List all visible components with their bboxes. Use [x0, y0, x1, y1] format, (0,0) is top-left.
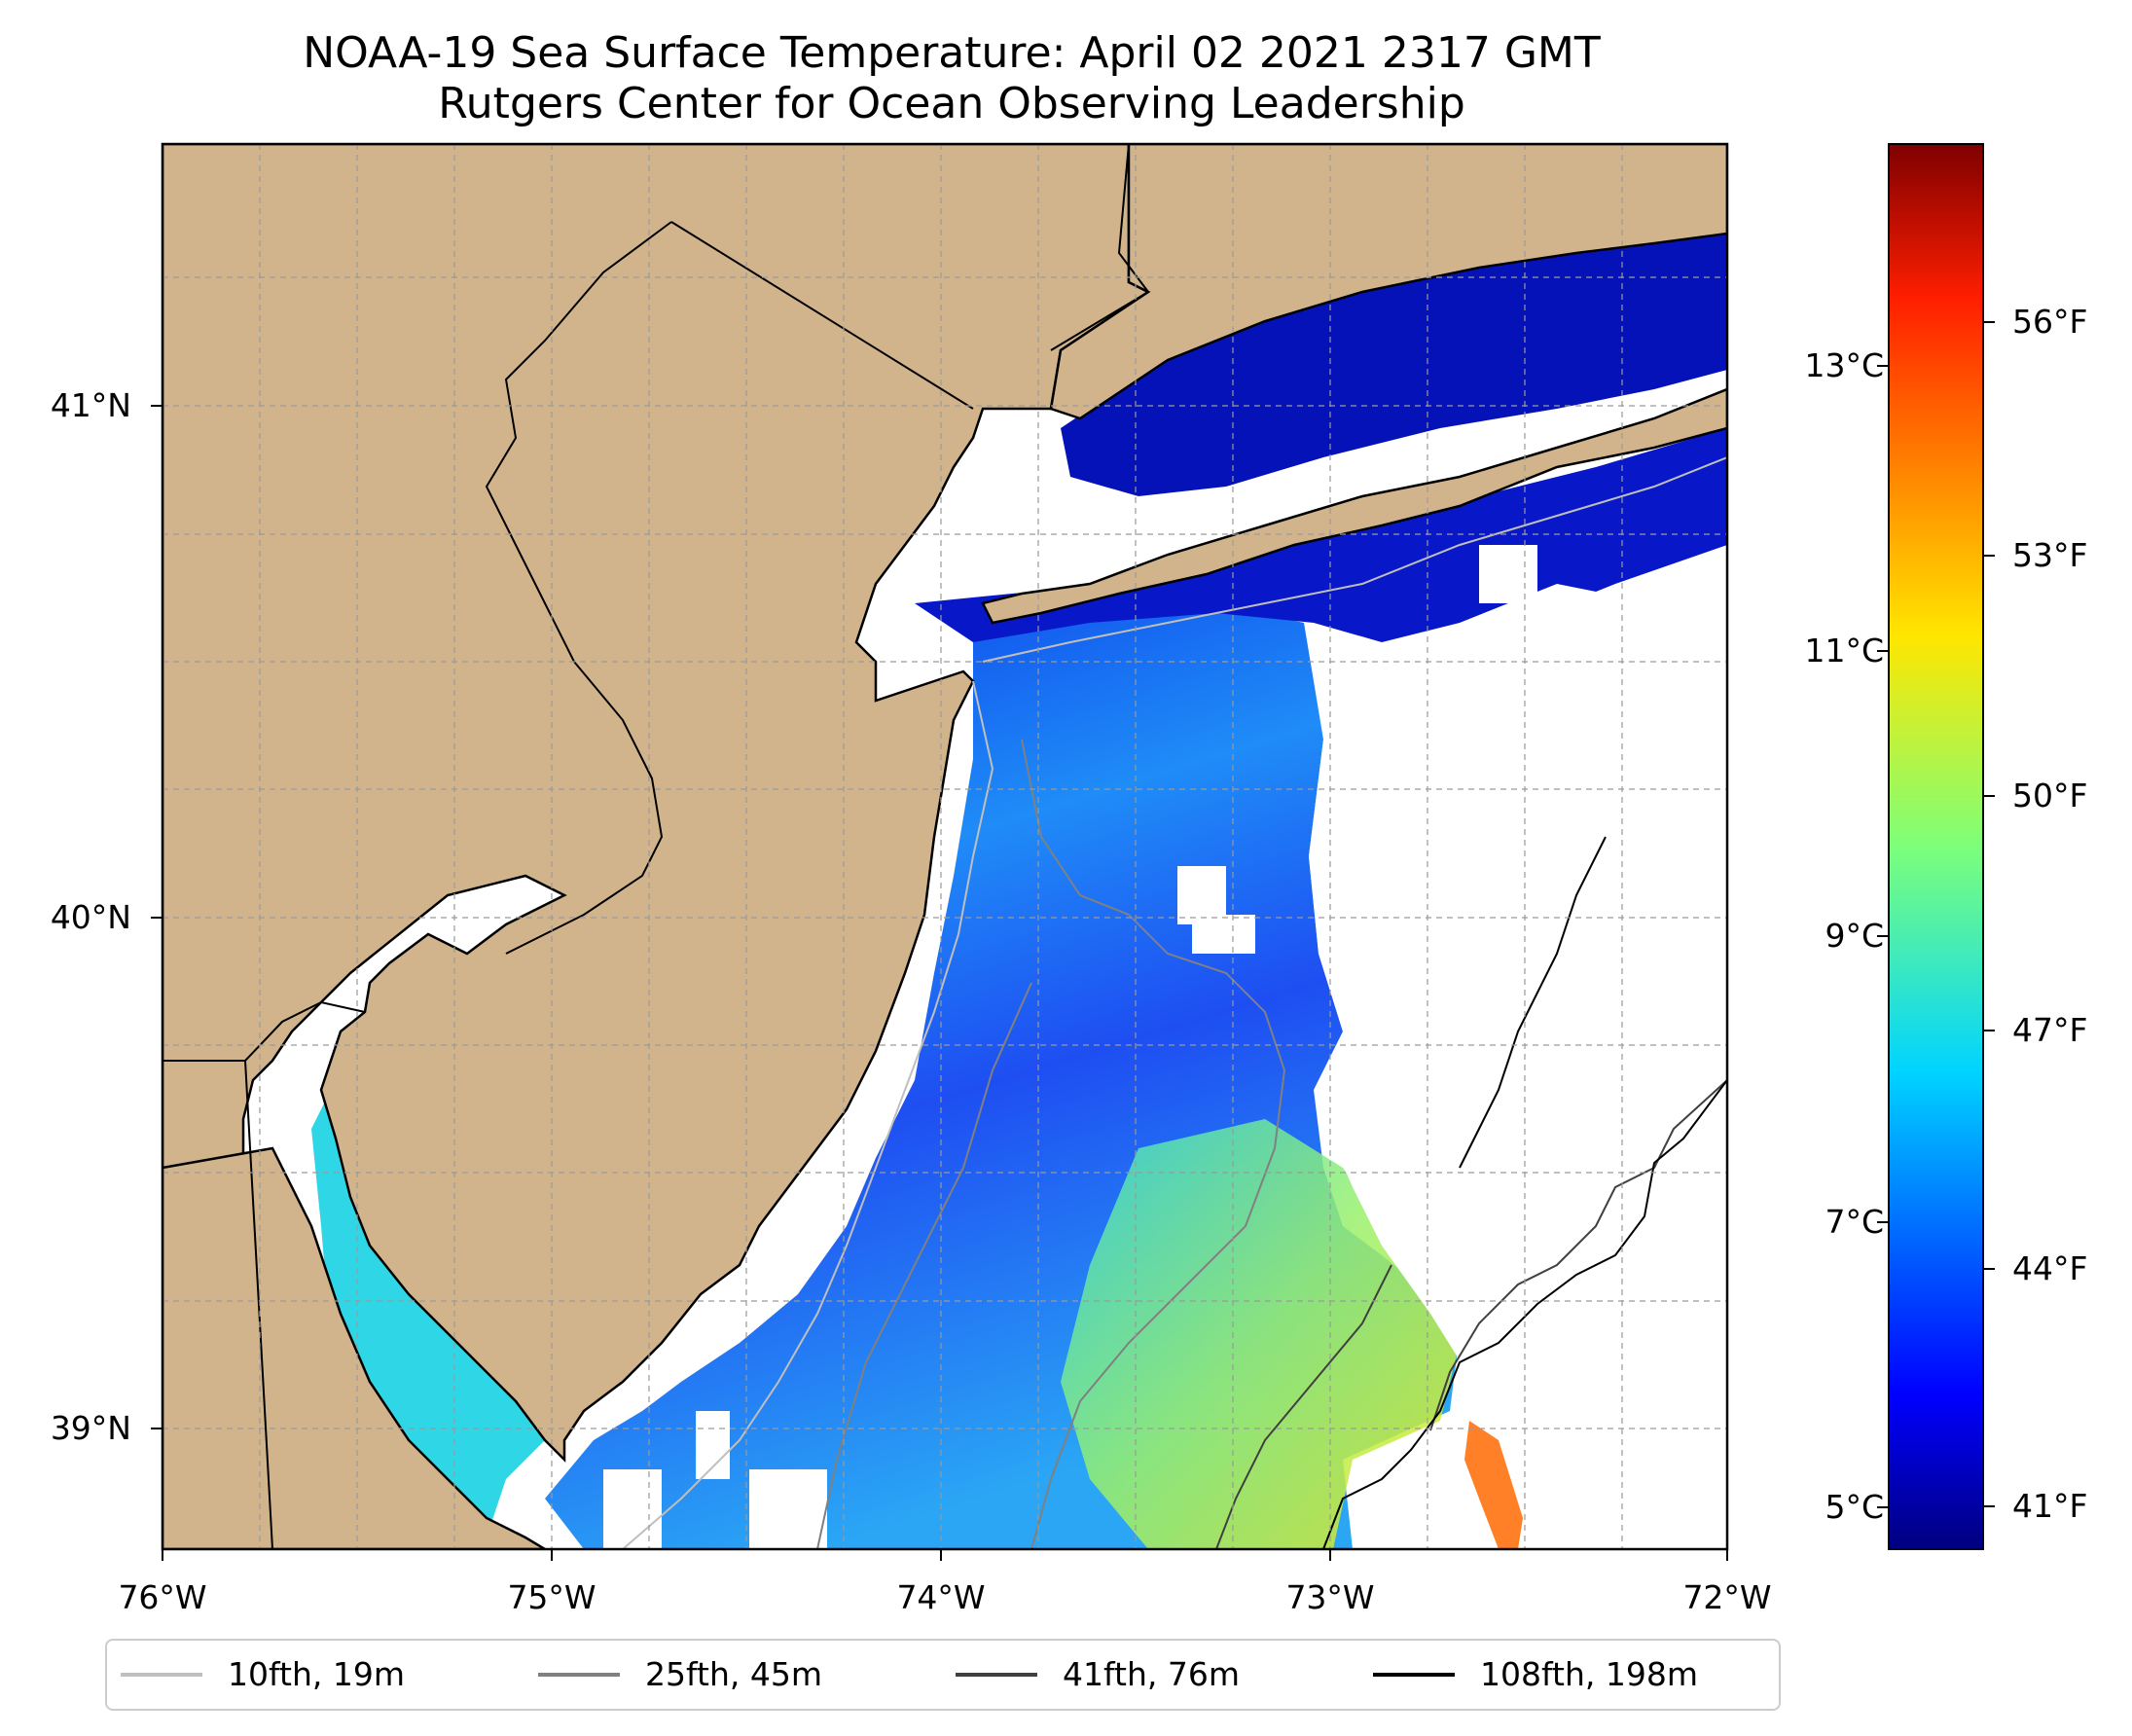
gridlines: [163, 144, 1727, 1549]
cloud-mask-6: [749, 1469, 827, 1549]
lon-tick-75: 75°W: [507, 1578, 596, 1616]
contour-legend: 10fth, 19m 25fth, 45m 41fth, 76m 108fth,…: [105, 1639, 1781, 1711]
colorbar-c-13: 13°C: [1804, 346, 1884, 384]
colorbar-f-56: 56°F: [2012, 303, 2088, 341]
legend-item-108fth: 108fth, 198m: [1373, 1641, 1698, 1709]
legend-swatch-108fth: [1373, 1673, 1455, 1677]
cloud-mask-7: [1479, 545, 1537, 603]
legend-swatch-25fth: [538, 1673, 620, 1677]
map-frame: [161, 142, 1729, 1551]
state-border-de-pa: [163, 1000, 366, 1062]
state-border-ny-ct: [1050, 144, 1150, 351]
land-long-island: [981, 387, 1727, 625]
legend-item-10fth: 10fth, 19m: [121, 1641, 405, 1709]
cloud-mask-2: [1192, 915, 1255, 954]
lon-tick-73: 73°W: [1285, 1578, 1375, 1616]
map-title: NOAA-19 Sea Surface Temperature: April 0…: [303, 28, 1601, 78]
contour-10fth-li: [982, 456, 1727, 663]
map-subtitle: Rutgers Center for Ocean Observing Leade…: [438, 79, 1465, 128]
colorbar-f-41: 41°F: [2012, 1487, 2088, 1525]
state-border-ny-nj: [670, 221, 974, 410]
colorbar: [1888, 143, 1984, 1550]
legend-swatch-41fth: [956, 1673, 1037, 1677]
legend-label-41fth: 41fth, 76m: [1063, 1655, 1240, 1693]
lat-tick-41: 41°N: [50, 386, 131, 424]
sst-warm-spot: [1464, 1421, 1523, 1549]
sst-warm-region: [1061, 1119, 1460, 1549]
contour-25fth-b: [816, 982, 1032, 1549]
legend-swatch-10fth: [121, 1673, 202, 1677]
colorbar-f-50: 50°F: [2012, 777, 2088, 814]
cloud-mask-3: [701, 1289, 740, 1338]
colorbar-c-11: 11°C: [1804, 632, 1884, 669]
land-new-england: [1049, 144, 1727, 420]
colorbar-f-44: 44°F: [2012, 1249, 2088, 1287]
colorbar-f-47: 47°F: [2012, 1011, 2088, 1049]
contour-41fth-b: [1429, 1079, 1727, 1431]
legend-label-10fth: 10fth, 19m: [228, 1655, 405, 1693]
colorbar-f-53: 53°F: [2012, 536, 2088, 574]
contour-108fth: [1322, 1079, 1727, 1549]
state-border-pa-nj: [485, 221, 672, 955]
lat-tick-39: 39°N: [50, 1409, 131, 1447]
colorbar-c-7: 7°C: [1825, 1203, 1884, 1241]
cloud-mask-east: [1309, 545, 1727, 1549]
axis-ticks: [151, 405, 1728, 1561]
lon-tick-72: 72°W: [1682, 1578, 1772, 1616]
contour-25fth: [1021, 739, 1286, 1549]
lat-tick-40: 40°N: [50, 898, 131, 936]
colorbar-ticks: [1877, 321, 1995, 1508]
land-mainland: [163, 144, 1151, 1549]
cloud-mask-5: [603, 1469, 662, 1549]
colorbar-c-5: 5°C: [1825, 1488, 1884, 1526]
lon-tick-76: 76°W: [118, 1578, 207, 1616]
contour-108fth-b: [1459, 836, 1607, 1169]
contour-10fth: [622, 680, 994, 1549]
cloud-mask-4: [696, 1411, 730, 1479]
colorbar-c-9: 9°C: [1825, 917, 1884, 955]
land-delmarva: [163, 1146, 548, 1549]
legend-label-25fth: 25fth, 45m: [645, 1655, 822, 1693]
legend-item-25fth: 25fth, 45m: [538, 1641, 822, 1709]
legend-label-108fth: 108fth, 198m: [1480, 1655, 1698, 1693]
lon-tick-74: 74°W: [896, 1578, 986, 1616]
sst-long-island-sound: [1061, 234, 1727, 496]
state-border-de-md: [244, 1060, 273, 1549]
legend-item-41fth: 41fth, 76m: [956, 1641, 1240, 1709]
